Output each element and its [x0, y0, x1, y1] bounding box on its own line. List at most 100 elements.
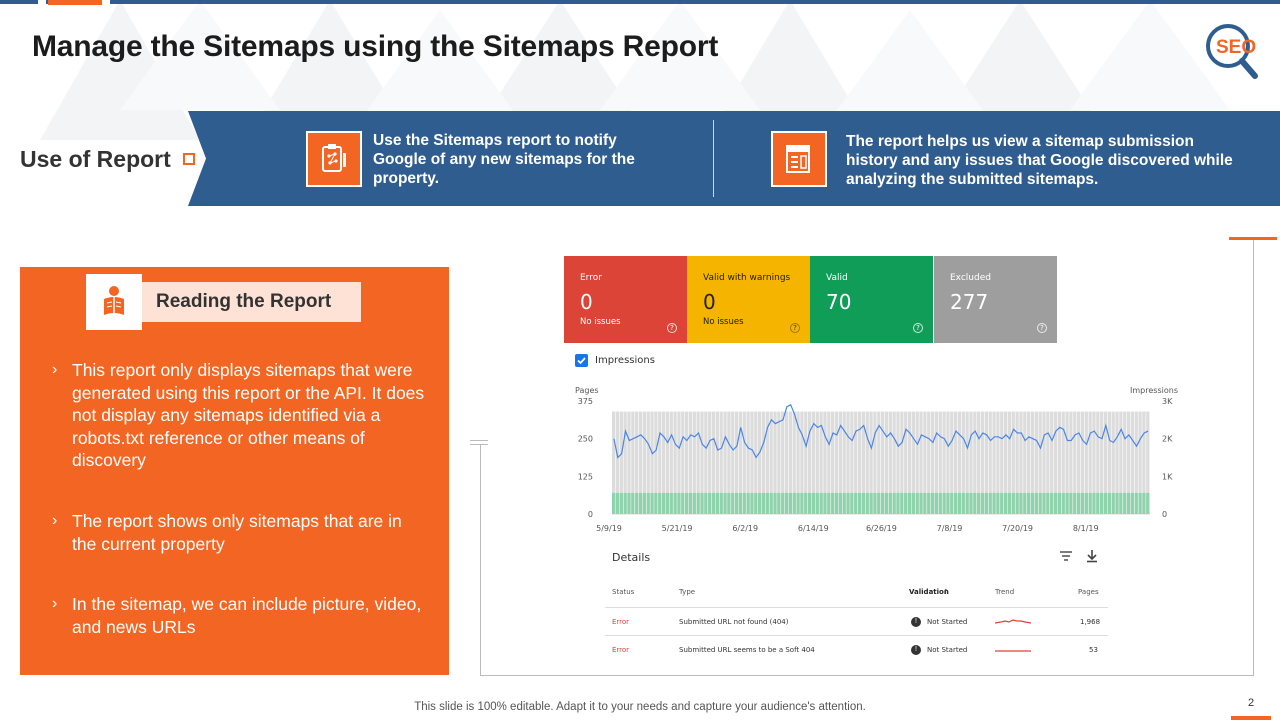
reading-bullet: › In the sitemap, we can include picture…: [52, 593, 432, 638]
row-type[interactable]: Submitted URL seems to be a Soft 404: [679, 646, 815, 654]
clipboard-chart-icon: [306, 131, 362, 187]
valid-bar: [1076, 492, 1081, 514]
valid-bar: [877, 492, 881, 514]
valid-bar: [904, 492, 908, 514]
valid-bar: [761, 492, 766, 514]
excluded-bar: [838, 411, 842, 514]
valid-bar: [973, 492, 977, 514]
excluded-bar: [904, 411, 908, 514]
row-pages: 1,968: [1080, 618, 1101, 626]
help-icon[interactable]: ?: [790, 323, 800, 333]
excluded-bar: [857, 411, 862, 514]
y-tick-label: 375: [578, 397, 593, 406]
column-header-type[interactable]: Type: [679, 588, 696, 596]
reading-bullet-text: In the sitemap, we can include picture, …: [72, 594, 422, 637]
help-icon[interactable]: ?: [913, 323, 923, 333]
frame-border: [480, 675, 1254, 676]
valid-bar: [773, 492, 777, 514]
valid-bar: [719, 492, 723, 514]
valid-card[interactable]: Valid 70 ?: [810, 256, 933, 343]
excluded-bar: [1092, 411, 1096, 514]
excluded-bar: [807, 411, 812, 514]
valid-bar: [781, 492, 785, 514]
excluded-bar: [1042, 411, 1046, 514]
valid-bar: [1134, 492, 1138, 514]
column-header-validation[interactable]: Validation: [909, 588, 949, 596]
excluded-bar: [1088, 411, 1092, 514]
valid-bar: [1046, 492, 1050, 514]
excluded-bar: [1096, 411, 1100, 514]
valid-bar: [892, 492, 896, 514]
x-tick-label: 8/1/19: [1073, 524, 1099, 533]
valid-bar: [711, 492, 716, 514]
excluded-card[interactable]: Excluded 277 ?: [934, 256, 1057, 343]
impressions-label: Impressions: [595, 355, 655, 366]
frame-border: [480, 445, 481, 676]
valid-bar: [1084, 492, 1088, 514]
excluded-bar: [1038, 411, 1042, 514]
excluded-bar: [1027, 411, 1031, 514]
valid-bar: [1080, 492, 1085, 514]
excluded-bar: [1103, 411, 1108, 514]
excluded-bar: [850, 411, 854, 514]
excluded-bar: [708, 411, 712, 514]
excluded-bar: [661, 411, 666, 514]
impressions-checkbox[interactable]: [575, 354, 588, 367]
details-title: Details: [612, 551, 651, 564]
row-status[interactable]: Error: [612, 618, 630, 626]
excluded-bar: [881, 411, 885, 514]
error-card[interactable]: Error 0 No issues ?: [564, 256, 687, 343]
excluded-bar: [727, 411, 731, 514]
valid-bar: [1057, 492, 1062, 514]
column-header-pages[interactable]: Pages: [1078, 588, 1099, 596]
y-tick-label: 125: [578, 472, 593, 481]
card-value: 70: [826, 290, 852, 314]
excluded-bar: [1030, 411, 1035, 514]
valid-bar: [996, 492, 1000, 514]
valid-bar: [977, 492, 981, 514]
excluded-bar: [1011, 411, 1015, 514]
download-icon[interactable]: [1085, 549, 1099, 563]
excluded-bar: [734, 411, 739, 514]
column-header-status[interactable]: Status: [612, 588, 635, 596]
excluded-bar: [631, 411, 635, 514]
chevron-right-icon: ›: [52, 595, 58, 612]
help-icon[interactable]: ?: [1037, 323, 1047, 333]
help-icon[interactable]: ?: [667, 323, 677, 333]
excluded-bar: [765, 411, 769, 514]
filter-icon[interactable]: [1059, 550, 1073, 562]
excluded-bar: [758, 411, 762, 514]
valid-bar: [627, 492, 631, 514]
valid-bar: [831, 492, 835, 514]
excluded-bar: [973, 411, 977, 514]
excluded-bar: [723, 411, 727, 514]
excluded-bar: [711, 411, 716, 514]
excluded-bar: [796, 411, 800, 514]
excluded-bar: [665, 411, 670, 514]
row-status[interactable]: Error: [612, 646, 630, 654]
excluded-bar: [781, 411, 785, 514]
valid-bar: [923, 492, 927, 514]
card-label: Error: [580, 273, 602, 283]
column-header-trend[interactable]: Trend: [995, 588, 1015, 596]
excluded-bar: [1073, 411, 1077, 514]
excluded-bar: [907, 411, 912, 514]
history-document-icon: [771, 131, 827, 187]
x-tick-label: 5/21/19: [662, 524, 693, 533]
valid-bar: [1065, 492, 1069, 514]
row-type[interactable]: Submitted URL not found (404): [679, 618, 789, 626]
valid-bar: [1050, 492, 1054, 514]
valid-bar: [1103, 492, 1108, 514]
logo-text: SEO: [1216, 37, 1256, 58]
y2-tick-label: 3K: [1162, 397, 1173, 406]
valid-bar: [1073, 492, 1077, 514]
excluded-bar: [961, 411, 965, 514]
valid-with-warnings-card[interactable]: Valid with warnings 0 No issues ?: [687, 256, 810, 343]
excluded-bar: [1100, 411, 1104, 514]
valid-bar: [612, 492, 616, 514]
sort-arrow-up-icon[interactable]: ↑: [943, 588, 949, 596]
valid-bar: [784, 492, 789, 514]
valid-bar: [934, 492, 939, 514]
excluded-bar: [688, 411, 693, 514]
x-tick-label: 5/9/19: [596, 524, 622, 533]
